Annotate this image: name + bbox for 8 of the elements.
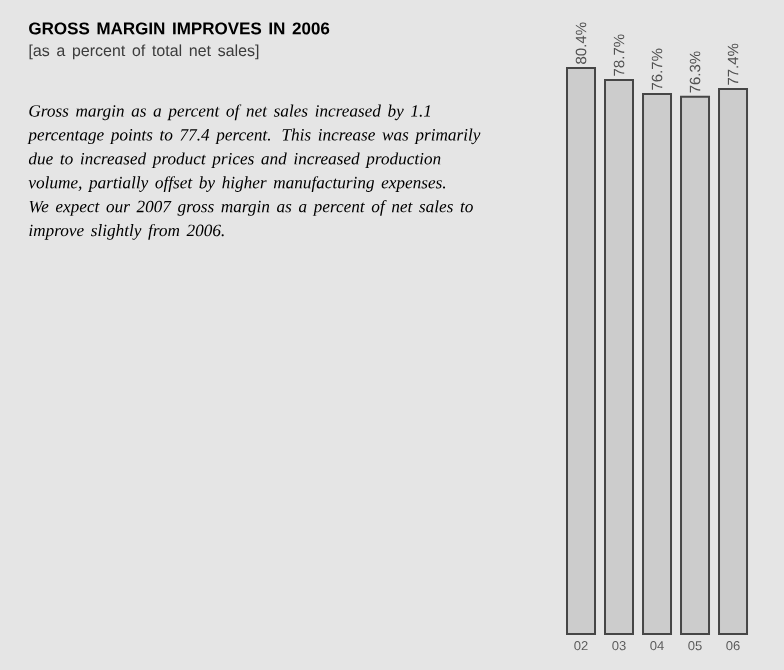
text: GROSS MARGIN IMPROVES IN 2006 bbox=[29, 22, 330, 35]
text: [as a percent of total net sales] bbox=[29, 44, 259, 60]
bar bbox=[680, 95, 711, 635]
bar bbox=[642, 92, 673, 635]
bar bbox=[604, 78, 635, 635]
bar bbox=[566, 66, 597, 635]
text: Gross margin as a percent of net sales increased by 1.1 percentage points to 77.4 percent. This increase was primarily due to increased product prices and increased production volume, partially offset by higher manufacturing expenses. We expect our 2007 gross margin as a percent of net sales to improve slightly from 2006. bbox=[27, 104, 481, 240]
bar bbox=[718, 88, 749, 635]
